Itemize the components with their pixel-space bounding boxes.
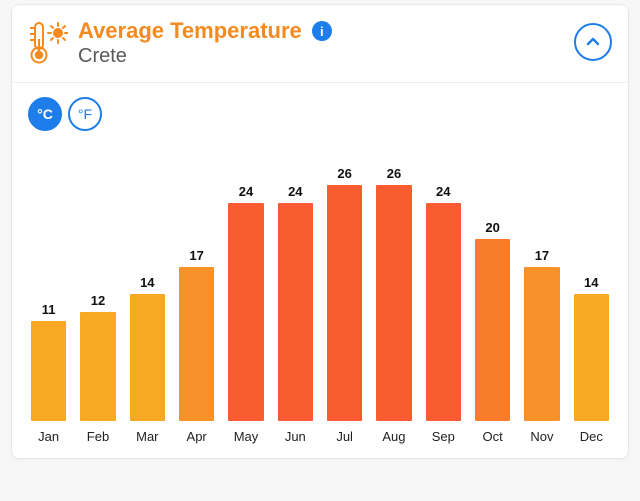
card-header: Average Temperature i Crete xyxy=(12,5,628,83)
bar-col: 24 xyxy=(221,161,270,421)
bar-value-label: 11 xyxy=(42,302,56,317)
bar[interactable] xyxy=(475,239,511,421)
bar-value-label: 24 xyxy=(436,184,450,199)
bar-value-label: 17 xyxy=(189,248,203,263)
bar[interactable] xyxy=(179,267,215,421)
bar-col: 24 xyxy=(271,161,320,421)
bar[interactable] xyxy=(524,267,560,421)
bar-value-label: 26 xyxy=(387,166,401,181)
bar-col: 11 xyxy=(24,161,73,421)
x-axis-label: Dec xyxy=(567,429,616,444)
bar[interactable] xyxy=(376,185,412,421)
celsius-button[interactable]: °C xyxy=(28,97,62,131)
unit-toggle: °C °F xyxy=(12,83,628,137)
bar-value-label: 17 xyxy=(535,248,549,263)
bar-col: 14 xyxy=(567,161,616,421)
bar-col: 20 xyxy=(468,161,517,421)
chevron-up-icon xyxy=(585,34,601,50)
bar-value-label: 12 xyxy=(91,293,105,308)
bar-chart: 11 12 14 17 24 24 26 26 24 20 17 14 xyxy=(24,161,616,421)
x-axis-label: May xyxy=(221,429,270,444)
bar-value-label: 24 xyxy=(288,184,302,199)
bar[interactable] xyxy=(426,203,462,421)
x-axis-label: Oct xyxy=(468,429,517,444)
bar[interactable] xyxy=(31,321,67,421)
collapse-button[interactable] xyxy=(574,23,612,61)
bar-value-label: 14 xyxy=(140,275,154,290)
x-axis: JanFebMarAprMayJunJulAugSepOctNovDec xyxy=(24,429,616,444)
chart-title: Average Temperature xyxy=(78,19,302,43)
thermometer-icon xyxy=(26,21,68,70)
bar-value-label: 14 xyxy=(584,275,598,290)
chart-area: 11 12 14 17 24 24 26 26 24 20 17 14 JanFebMarAprMay… xyxy=(12,137,628,458)
bar[interactable] xyxy=(228,203,264,421)
bar-col: 14 xyxy=(123,161,172,421)
x-axis-label: Jun xyxy=(271,429,320,444)
chart-subtitle: Crete xyxy=(78,45,610,68)
x-axis-label: Sep xyxy=(419,429,468,444)
bar-col: 24 xyxy=(419,161,468,421)
bar-value-label: 20 xyxy=(485,220,499,235)
bar-value-label: 24 xyxy=(239,184,253,199)
bar-col: 26 xyxy=(320,161,369,421)
x-axis-label: Mar xyxy=(123,429,172,444)
bar[interactable] xyxy=(278,203,314,421)
x-axis-label: Nov xyxy=(517,429,566,444)
x-axis-label: Jul xyxy=(320,429,369,444)
x-axis-label: Apr xyxy=(172,429,221,444)
bar[interactable] xyxy=(574,294,610,421)
temperature-card: Average Temperature i Crete °C °F 11 12 14… xyxy=(11,4,629,459)
bar-value-label: 26 xyxy=(337,166,351,181)
info-icon[interactable]: i xyxy=(312,21,332,41)
bar-col: 17 xyxy=(172,161,221,421)
bar[interactable] xyxy=(327,185,363,421)
x-axis-label: Aug xyxy=(369,429,418,444)
bar-col: 26 xyxy=(369,161,418,421)
fahrenheit-button[interactable]: °F xyxy=(68,97,102,131)
x-axis-label: Jan xyxy=(24,429,73,444)
bar-col: 12 xyxy=(73,161,122,421)
bar[interactable] xyxy=(80,312,116,421)
bar-col: 17 xyxy=(517,161,566,421)
bar[interactable] xyxy=(130,294,166,421)
title-block: Average Temperature i Crete xyxy=(78,19,610,68)
x-axis-label: Feb xyxy=(73,429,122,444)
